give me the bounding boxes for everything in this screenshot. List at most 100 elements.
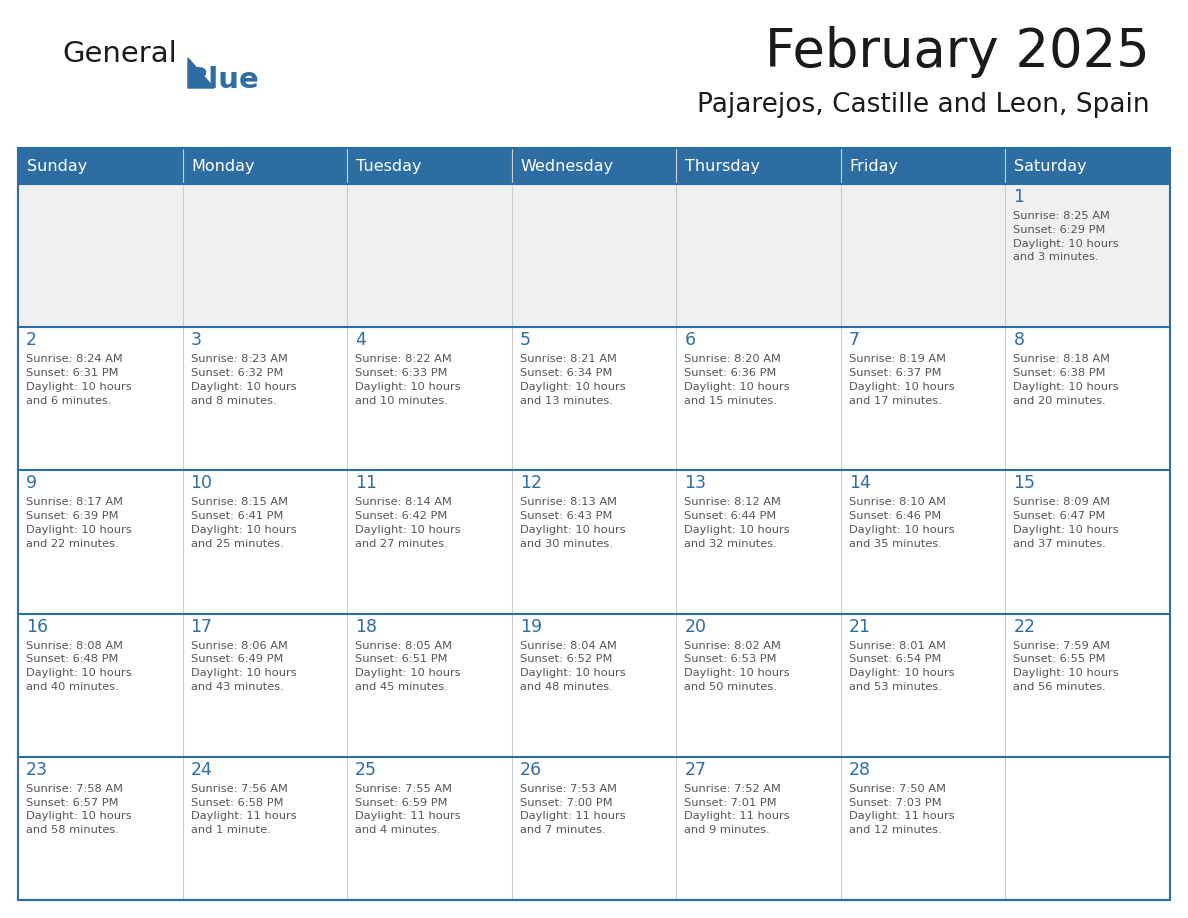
Text: Sunset: 6:48 PM: Sunset: 6:48 PM (26, 655, 119, 665)
Text: Sunrise: 8:01 AM: Sunrise: 8:01 AM (849, 641, 946, 651)
Text: Sunset: 6:59 PM: Sunset: 6:59 PM (355, 798, 448, 808)
Text: 5: 5 (519, 331, 531, 349)
Text: and 40 minutes.: and 40 minutes. (26, 682, 119, 692)
Text: 11: 11 (355, 475, 377, 492)
Bar (347, 613, 512, 756)
Text: Sunrise: 8:10 AM: Sunrise: 8:10 AM (849, 498, 946, 508)
Text: Sunset: 6:53 PM: Sunset: 6:53 PM (684, 655, 777, 665)
Text: Sunset: 6:46 PM: Sunset: 6:46 PM (849, 511, 941, 521)
Text: Daylight: 10 hours: Daylight: 10 hours (1013, 668, 1119, 678)
Text: 3: 3 (190, 331, 202, 349)
Text: Sunset: 6:37 PM: Sunset: 6:37 PM (849, 368, 941, 378)
Text: Sunset: 6:38 PM: Sunset: 6:38 PM (1013, 368, 1106, 378)
Text: Sunset: 6:47 PM: Sunset: 6:47 PM (1013, 511, 1106, 521)
Text: Daylight: 11 hours: Daylight: 11 hours (519, 812, 625, 822)
Text: Sunset: 6:43 PM: Sunset: 6:43 PM (519, 511, 612, 521)
Text: and 20 minutes.: and 20 minutes. (1013, 396, 1106, 406)
Text: 18: 18 (355, 618, 377, 635)
Text: Daylight: 10 hours: Daylight: 10 hours (1013, 382, 1119, 392)
Text: 14: 14 (849, 475, 871, 492)
Text: 10: 10 (190, 475, 213, 492)
Text: and 6 minutes.: and 6 minutes. (26, 396, 112, 406)
Text: 24: 24 (190, 761, 213, 778)
Text: Sunrise: 8:04 AM: Sunrise: 8:04 AM (519, 641, 617, 651)
Text: Sunrise: 8:19 AM: Sunrise: 8:19 AM (849, 354, 946, 364)
Bar (841, 327, 1005, 470)
Bar (676, 613, 841, 756)
Text: and 43 minutes.: and 43 minutes. (190, 682, 283, 692)
Text: Daylight: 10 hours: Daylight: 10 hours (849, 382, 954, 392)
Text: Sunset: 6:44 PM: Sunset: 6:44 PM (684, 511, 777, 521)
Text: Daylight: 10 hours: Daylight: 10 hours (355, 382, 461, 392)
Text: and 48 minutes.: and 48 minutes. (519, 682, 613, 692)
Text: Daylight: 10 hours: Daylight: 10 hours (849, 525, 954, 535)
Text: 20: 20 (684, 618, 707, 635)
Text: Daylight: 11 hours: Daylight: 11 hours (355, 812, 461, 822)
Text: 9: 9 (26, 475, 37, 492)
Bar (512, 327, 676, 470)
Bar (18, 148, 1170, 184)
Text: 16: 16 (26, 618, 49, 635)
Text: Sunrise: 7:56 AM: Sunrise: 7:56 AM (190, 784, 287, 794)
Bar (512, 470, 676, 613)
Text: Sunrise: 8:22 AM: Sunrise: 8:22 AM (355, 354, 451, 364)
Text: Sunset: 6:32 PM: Sunset: 6:32 PM (190, 368, 283, 378)
Bar (841, 184, 1005, 327)
Text: 4: 4 (355, 331, 366, 349)
Text: 28: 28 (849, 761, 871, 778)
Text: Sunset: 6:42 PM: Sunset: 6:42 PM (355, 511, 448, 521)
Text: 1: 1 (1013, 188, 1024, 206)
Text: Sunrise: 8:17 AM: Sunrise: 8:17 AM (26, 498, 124, 508)
Bar (347, 756, 512, 900)
Text: Saturday: Saturday (1015, 159, 1087, 174)
Text: and 27 minutes.: and 27 minutes. (355, 539, 448, 549)
Text: Sunrise: 8:08 AM: Sunrise: 8:08 AM (26, 641, 124, 651)
Text: Daylight: 11 hours: Daylight: 11 hours (684, 812, 790, 822)
Text: Sunrise: 8:09 AM: Sunrise: 8:09 AM (1013, 498, 1111, 508)
Text: Sunrise: 7:55 AM: Sunrise: 7:55 AM (355, 784, 453, 794)
Text: Daylight: 10 hours: Daylight: 10 hours (519, 525, 625, 535)
Text: and 10 minutes.: and 10 minutes. (355, 396, 448, 406)
Text: Sunset: 6:57 PM: Sunset: 6:57 PM (26, 798, 119, 808)
Bar (18, 613, 183, 756)
Text: 21: 21 (849, 618, 871, 635)
Text: Sunday: Sunday (27, 159, 87, 174)
Text: Sunrise: 8:06 AM: Sunrise: 8:06 AM (190, 641, 287, 651)
Text: and 32 minutes.: and 32 minutes. (684, 539, 777, 549)
Bar (512, 184, 676, 327)
Text: Sunset: 6:49 PM: Sunset: 6:49 PM (190, 655, 283, 665)
Text: Daylight: 10 hours: Daylight: 10 hours (684, 668, 790, 678)
Text: and 13 minutes.: and 13 minutes. (519, 396, 613, 406)
Text: and 50 minutes.: and 50 minutes. (684, 682, 777, 692)
Text: 25: 25 (355, 761, 377, 778)
Text: 6: 6 (684, 331, 695, 349)
Text: Daylight: 10 hours: Daylight: 10 hours (26, 668, 132, 678)
Text: Sunrise: 8:13 AM: Sunrise: 8:13 AM (519, 498, 617, 508)
Text: Daylight: 10 hours: Daylight: 10 hours (684, 382, 790, 392)
Text: Daylight: 10 hours: Daylight: 10 hours (26, 812, 132, 822)
Bar (183, 184, 347, 327)
Text: 26: 26 (519, 761, 542, 778)
Text: Sunrise: 8:20 AM: Sunrise: 8:20 AM (684, 354, 782, 364)
Text: 27: 27 (684, 761, 707, 778)
Text: and 4 minutes.: and 4 minutes. (355, 825, 441, 835)
Text: Daylight: 10 hours: Daylight: 10 hours (849, 668, 954, 678)
Text: Sunset: 6:41 PM: Sunset: 6:41 PM (190, 511, 283, 521)
Text: and 30 minutes.: and 30 minutes. (519, 539, 613, 549)
Bar (1005, 756, 1170, 900)
Bar (183, 470, 347, 613)
Text: Sunrise: 7:53 AM: Sunrise: 7:53 AM (519, 784, 617, 794)
Bar (183, 756, 347, 900)
Text: Sunrise: 8:25 AM: Sunrise: 8:25 AM (1013, 211, 1111, 221)
Text: 17: 17 (190, 618, 213, 635)
Text: Sunrise: 8:05 AM: Sunrise: 8:05 AM (355, 641, 453, 651)
Text: and 7 minutes.: and 7 minutes. (519, 825, 606, 835)
Bar (676, 470, 841, 613)
Text: and 58 minutes.: and 58 minutes. (26, 825, 119, 835)
Text: and 3 minutes.: and 3 minutes. (1013, 252, 1099, 263)
Text: Sunset: 6:33 PM: Sunset: 6:33 PM (355, 368, 448, 378)
Text: Sunset: 7:00 PM: Sunset: 7:00 PM (519, 798, 612, 808)
Bar (347, 327, 512, 470)
Bar (1005, 613, 1170, 756)
Text: Sunset: 6:36 PM: Sunset: 6:36 PM (684, 368, 777, 378)
